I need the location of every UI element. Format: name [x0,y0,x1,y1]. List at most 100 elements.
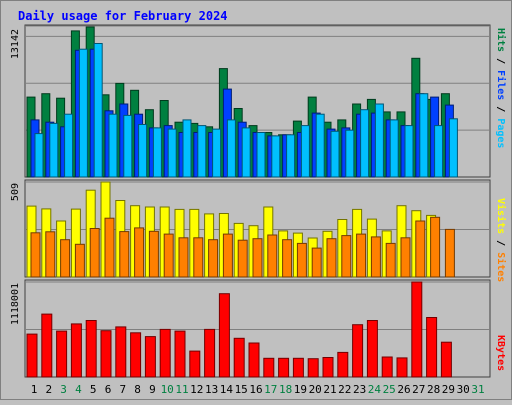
bar-kbytes-day-20 [307,358,319,378]
panel-hits: 13142 [10,24,491,178]
panel-hits-bars [26,26,458,178]
bar-pages-day-10 [167,128,177,178]
day-label-26: 26 [397,383,410,396]
legend-sep-2: / [495,100,506,118]
bar-pages-day-21 [330,130,340,178]
bar-pages-day-22 [345,129,355,178]
panel-kbytes-bars [26,281,452,378]
bar-kbytes-day-8 [130,332,142,378]
bar-kbytes-day-11 [174,330,186,378]
day-label-12: 12 [190,383,203,396]
hits-max-label: 13142 [10,29,21,59]
bar-pages-day-12 [197,125,207,178]
bar-pages-day-18 [286,134,296,178]
day-label-7: 7 [119,383,126,396]
panel-visits-bars [26,181,455,278]
bar-sites-day-5 [89,228,100,278]
bar-sites-day-26 [400,237,411,278]
day-label-3: 3 [60,383,67,396]
day-label-6: 6 [105,383,112,396]
bar-pages-day-16 [256,132,266,178]
bar-sites-day-28 [430,216,441,278]
day-label-14: 14 [220,383,234,396]
legend-pages-files-hits: Hits / Files / Pages [495,28,507,148]
bar-sites-day-12 [193,237,204,278]
bar-sites-day-3 [60,239,71,278]
bar-pages-day-8 [138,124,148,178]
day-label-21: 21 [323,383,336,396]
bar-sites-day-8 [134,227,145,278]
bar-sites-day-15 [237,239,248,278]
bar-kbytes-day-15 [233,337,245,378]
bar-sites-day-4 [74,243,85,278]
bar-pages-day-14 [226,119,236,178]
day-label-30: 30 [457,383,470,396]
legend-sites-visits: Visits / Sites [495,198,507,282]
day-label-17: 17 [264,383,277,396]
day-label-9: 9 [149,383,156,396]
bar-pages-day-29 [448,118,458,178]
day-label-18: 18 [279,383,292,396]
bar-sites-day-2 [45,231,56,278]
bar-sites-day-10 [163,233,174,278]
bar-sites-day-13 [208,239,219,278]
day-label-4: 4 [75,383,82,396]
panel-kbytes: 1118001 [10,279,491,378]
bar-sites-day-24 [370,236,381,278]
bar-kbytes-day-19 [292,357,304,378]
bar-pages-day-24 [374,103,384,178]
day-label-16: 16 [249,383,262,396]
legend-hits: Hits [495,28,507,52]
legend-sep-1: / [495,52,506,70]
bar-kbytes-day-17 [263,357,275,378]
day-label-20: 20 [309,383,322,396]
bar-sites-day-11 [178,237,189,278]
day-label-10: 10 [161,383,174,396]
bar-pages-day-26 [404,125,414,178]
bar-sites-day-29 [444,228,455,278]
day-label-2: 2 [45,383,52,396]
bar-kbytes-day-28 [426,317,438,378]
bar-sites-day-18 [282,239,293,278]
bar-kbytes-day-18 [278,357,290,378]
day-label-19: 19 [294,383,307,396]
bar-kbytes-day-4 [70,323,82,378]
bar-kbytes-day-12 [189,350,201,378]
bar-kbytes-day-16 [248,342,260,378]
bar-kbytes-day-5 [85,320,97,378]
bar-sites-day-14 [222,233,233,278]
day-label-13: 13 [205,383,218,396]
bar-sites-day-21 [326,238,337,278]
bar-kbytes-day-23 [352,324,364,378]
day-label-27: 27 [412,383,425,396]
bar-kbytes-day-7 [115,326,127,378]
bar-kbytes-day-21 [322,357,334,378]
bar-sites-day-23 [356,233,367,278]
bar-pages-day-3 [64,113,74,178]
bar-kbytes-day-26 [396,357,408,378]
bar-pages-day-5 [93,43,103,178]
bar-sites-day-16 [252,238,263,278]
bar-kbytes-day-29 [440,341,452,378]
day-label-1: 1 [31,383,38,396]
bar-pages-day-7 [123,114,133,178]
bar-sites-day-9 [148,230,159,278]
bar-sites-day-17 [267,234,278,278]
visits-max-label: 509 [10,183,21,201]
bar-sites-day-25 [385,242,396,278]
bar-kbytes-day-27 [411,281,423,378]
bar-kbytes-day-24 [366,320,378,378]
day-label-8: 8 [134,383,141,396]
day-label-25: 25 [383,383,396,396]
bar-sites-day-1 [30,232,41,278]
bar-pages-day-11 [182,119,192,178]
bar-pages-day-19 [300,125,310,178]
bar-pages-day-20 [315,113,325,178]
bar-sites-day-20 [311,247,322,278]
bar-kbytes-day-9 [144,336,156,378]
day-label-28: 28 [427,383,440,396]
bar-pages-day-28 [434,125,444,178]
bar-pages-day-6 [108,113,118,178]
bar-pages-day-9 [152,127,162,178]
